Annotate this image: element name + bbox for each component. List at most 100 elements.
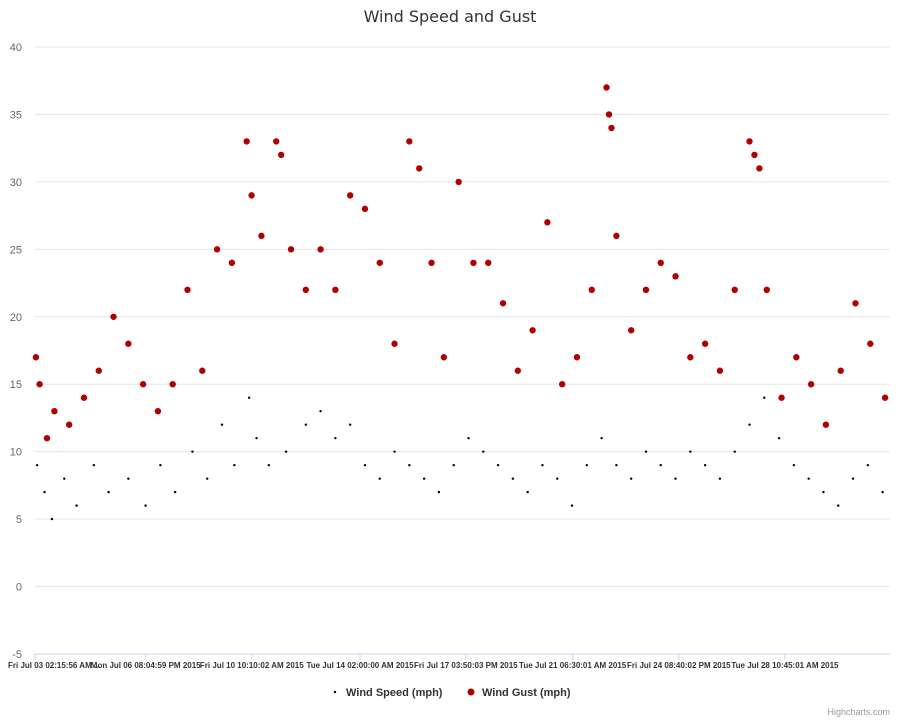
wind-gust-point <box>514 367 521 374</box>
wind-speed-point <box>807 477 810 480</box>
wind-speed-point <box>822 490 825 494</box>
wind-speed-point <box>881 490 884 494</box>
wind-gust-point <box>763 286 770 293</box>
y-tick-label: 40 <box>10 42 22 54</box>
wind-speed-point <box>659 463 662 467</box>
wind-speed-point <box>75 504 78 507</box>
wind-speed-point <box>233 463 236 467</box>
wind-speed-point <box>319 410 322 413</box>
wind-gust-point <box>199 367 206 374</box>
wind-gust-point <box>440 354 448 361</box>
x-tick-label: Fri Jul 17 03:50:03 PM 2015 <box>414 661 518 670</box>
wind-gust-point <box>822 421 830 428</box>
wind-gust-point <box>376 259 383 267</box>
x-tick-label: Tue Jul 28 10:45:01 AM 2015 <box>731 661 839 670</box>
wind-gust-point <box>605 111 613 118</box>
y-tick-label: 30 <box>10 177 22 189</box>
wind-speed-point <box>837 504 840 507</box>
wind-speed-point <box>467 436 470 440</box>
wind-gust-point <box>302 286 310 293</box>
wind-gust-point <box>428 259 435 267</box>
wind-speed-point <box>718 477 722 480</box>
wind-gust-point <box>588 286 595 293</box>
wind-speed-point <box>378 477 381 480</box>
wind-gust-point <box>273 138 280 145</box>
legend-label: Wind Speed (mph) <box>346 687 443 699</box>
legend-item-wind-speed[interactable]: Wind Speed (mph) <box>333 687 443 699</box>
legend-marker <box>333 690 337 694</box>
wind-speed-point <box>334 436 337 440</box>
wind-speed-point <box>255 436 258 440</box>
wind-gust-point <box>793 354 800 361</box>
y-tick-label: 0 <box>16 582 22 594</box>
wind-gust-point <box>416 165 423 172</box>
wind-gust-point <box>154 408 162 415</box>
wind-gust-point <box>43 434 51 442</box>
wind-speed-point <box>511 477 515 480</box>
grid-lines <box>35 46 890 655</box>
wind-speed-point <box>437 490 441 494</box>
wind-gust-point <box>258 232 265 240</box>
wind-speed-point <box>733 450 736 453</box>
y-tick-label: 20 <box>10 312 22 324</box>
y-axis-ticks: -5 0 5 10 15 20 25 30 35 40 <box>10 42 22 661</box>
wind-speed-point <box>526 490 529 494</box>
series-wind-gust <box>32 84 889 442</box>
wind-speed-point <box>304 423 308 426</box>
wind-gust-point <box>627 327 635 334</box>
wind-speed-point <box>674 477 677 480</box>
wind-speed-point <box>127 477 130 480</box>
wind-speed-point <box>644 450 648 453</box>
wind-gust-point <box>346 192 354 199</box>
wind-speed-point <box>393 450 396 453</box>
legend[interactable]: Wind Speed (mph) Wind Gust (mph) <box>333 687 571 699</box>
wind-gust-point <box>80 394 88 401</box>
wind-gust-point <box>243 138 250 145</box>
wind-speed-point <box>763 396 766 399</box>
wind-gust-point <box>852 300 859 307</box>
wind-gust-point <box>608 124 615 132</box>
wind-gust-point <box>558 381 566 388</box>
wind-speed-point <box>792 463 796 467</box>
wind-speed-point <box>173 490 177 494</box>
wind-gust-point <box>544 219 551 226</box>
wind-speed-point <box>748 423 751 426</box>
wind-gust-point <box>406 138 413 145</box>
wind-speed-point <box>615 463 618 467</box>
x-tick-label: Mon Jul 06 08:04:59 PM 2015 <box>91 661 201 670</box>
wind-gust-point <box>573 354 581 361</box>
wind-gust-point <box>470 259 477 267</box>
y-tick-label: -5 <box>12 649 22 661</box>
wind-speed-point <box>144 504 147 507</box>
wind-speed-point <box>206 477 209 480</box>
wind-gust-point <box>756 165 763 172</box>
wind-gust-point <box>731 286 738 293</box>
wind-gust-point <box>391 340 398 347</box>
wind-gust-point <box>361 205 369 213</box>
wind-gust-point <box>36 381 43 388</box>
wind-gust-point <box>139 381 147 388</box>
wind-gust-point <box>51 408 58 415</box>
wind-speed-point <box>107 490 110 494</box>
wind-speed-point <box>191 450 194 453</box>
wind-gust-point <box>657 259 664 267</box>
wind-gust-point <box>642 286 650 293</box>
wind-gust-point <box>32 354 40 361</box>
wind-speed-point <box>600 436 603 440</box>
wind-gust-point <box>603 84 610 91</box>
wind-speed-point <box>43 490 46 494</box>
wind-gust-point <box>529 327 536 334</box>
wind-gust-point <box>701 340 709 347</box>
x-tick-label: Fri Jul 03 02:15:56 AM ... <box>8 661 101 670</box>
series-wind-speed <box>35 396 884 521</box>
wind-speed-point <box>35 463 39 467</box>
wind-gust-point <box>213 246 221 253</box>
y-tick-label: 25 <box>10 244 22 256</box>
wind-gust-point <box>867 340 874 347</box>
wind-speed-point <box>703 463 707 467</box>
wind-gust-point <box>687 354 694 361</box>
credit-link[interactable]: Highcharts.com <box>827 707 890 717</box>
legend-item-wind-gust[interactable]: Wind Gust (mph) <box>467 687 571 699</box>
wind-gust-point <box>65 421 73 428</box>
